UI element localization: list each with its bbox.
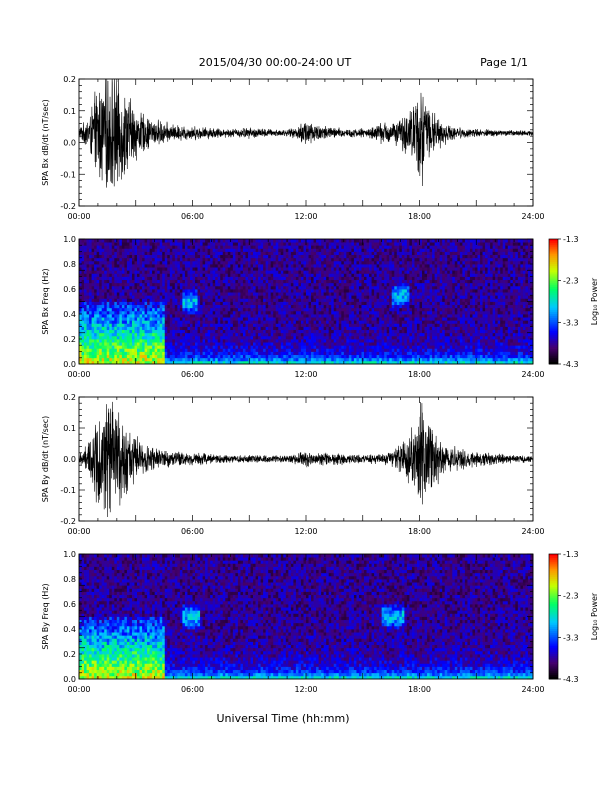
x-tick-label: 00:00 — [67, 685, 90, 694]
y-tick-label: -0.1 — [60, 170, 76, 179]
y-tick-label: 0.8 — [63, 575, 76, 584]
colorbar-tick-label: -4.3 — [563, 675, 579, 684]
heatmap-cells — [79, 239, 534, 365]
y-tick-label: 0.2 — [63, 335, 76, 344]
page-indicator: Page 1/1 — [480, 56, 528, 69]
series-line — [78, 401, 534, 518]
y-tick-label: 0.0 — [63, 360, 76, 369]
y-tick-label: 0.6 — [63, 600, 76, 609]
x-tick-label: 00:00 — [67, 370, 90, 379]
y-tick-label: 0.6 — [63, 285, 76, 294]
plot-frame — [78, 238, 534, 365]
y-axis-label: SPA By dB/dt (nT/sec) — [41, 416, 50, 503]
y-tick-label: 0.2 — [63, 393, 76, 402]
panel-3: 00:00 06:00 12:00 18:00 24:00 -0.2 -0.1 0.0 0.1 0… — [41, 393, 545, 536]
panel-4: -1.3 -2.3 -3.3 -4.3 Log₁₀ Power 00:00 06:00 12:… — [41, 550, 599, 694]
colorbar-label: Log₁₀ Power — [590, 592, 599, 640]
x-tick-label: 24:00 — [521, 527, 544, 536]
y-tick-label: 0.1 — [63, 107, 76, 116]
x-tick-label: 00:00 — [67, 212, 90, 221]
colorbar: -1.3 -2.3 -3.3 -4.3 Log₁₀ Power — [548, 235, 599, 369]
y-tick-label: 0.0 — [63, 455, 76, 464]
x-tick-label: 18:00 — [408, 212, 431, 221]
x-tick-label: 06:00 — [181, 527, 204, 536]
colorbar: -1.3 -2.3 -3.3 -4.3 Log₁₀ Power — [548, 550, 599, 684]
x-tick-label: 24:00 — [521, 685, 544, 694]
colorbar-tick-label: -3.3 — [563, 318, 579, 327]
y-tick-label: 1.0 — [63, 235, 76, 244]
x-tick-label: 12:00 — [294, 212, 317, 221]
x-tick-label: 12:00 — [294, 685, 317, 694]
panel-1: 00:00 06:00 12:00 18:00 24:00 -0.2 -0.1 0.0 0.1 0… — [41, 75, 545, 221]
y-tick-label: -0.2 — [60, 517, 76, 526]
x-tick-label: 18:00 — [408, 685, 431, 694]
colorbar-tick-label: -1.3 — [563, 550, 579, 559]
y-axis-label: SPA Bx dB/dt (nT/sec) — [41, 99, 50, 186]
x-tick-label: 12:00 — [294, 527, 317, 536]
series-line — [78, 78, 534, 188]
x-tick-label: 06:00 — [181, 685, 204, 694]
colorbar-label: Log₁₀ Power — [590, 277, 599, 325]
y-tick-label: 0.1 — [63, 424, 76, 433]
colorbar-tick-label: -4.3 — [563, 360, 579, 369]
y-tick-label: 0.0 — [63, 139, 76, 148]
plot-frame — [78, 78, 534, 207]
heatmap-cells — [79, 554, 534, 680]
y-tick-label: 0.4 — [63, 625, 76, 634]
colorbar-tick-label: -1.3 — [563, 235, 579, 244]
x-tick-label: 12:00 — [294, 370, 317, 379]
y-tick-label: 0.0 — [63, 675, 76, 684]
x-tick-label: 18:00 — [408, 527, 431, 536]
y-tick-label: 0.8 — [63, 260, 76, 269]
y-tick-label: 0.2 — [63, 650, 76, 659]
y-axis-label: SPA Bx Freq (Hz) — [41, 268, 50, 334]
x-tick-label: 06:00 — [181, 370, 204, 379]
x-tick-label: 18:00 — [408, 370, 431, 379]
plot-frame — [78, 553, 534, 680]
panels: 00:00 06:00 12:00 18:00 24:00 -0.2 -0.1 0.0 0.1 0… — [41, 75, 599, 694]
plot-frame — [78, 396, 534, 522]
y-tick-label: 0.4 — [63, 310, 76, 319]
figure-title: 2015/04/30 00:00-24:00 UT — [199, 56, 352, 69]
y-tick-label: 0.2 — [63, 75, 76, 84]
tick-marks — [78, 78, 534, 207]
x-axis-label: Universal Time (hh:mm) — [217, 712, 350, 725]
y-tick-label: 1.0 — [63, 550, 76, 559]
x-tick-label: 24:00 — [521, 370, 544, 379]
x-tick-label: 00:00 — [67, 527, 90, 536]
x-tick-label: 06:00 — [181, 212, 204, 221]
colorbar-tick-label: -2.3 — [563, 277, 579, 286]
colorbar-tick-label: -3.3 — [563, 633, 579, 642]
x-tick-label: 24:00 — [521, 212, 544, 221]
y-tick-label: -0.2 — [60, 202, 76, 211]
panel-2: -1.3 -2.3 -3.3 -4.3 Log₁₀ Power 00:00 06:00 12:… — [41, 235, 599, 379]
colorbar-tick-label: -2.3 — [563, 592, 579, 601]
y-tick-label: -0.1 — [60, 486, 76, 495]
y-axis-label: SPA By Freq (Hz) — [41, 583, 50, 649]
